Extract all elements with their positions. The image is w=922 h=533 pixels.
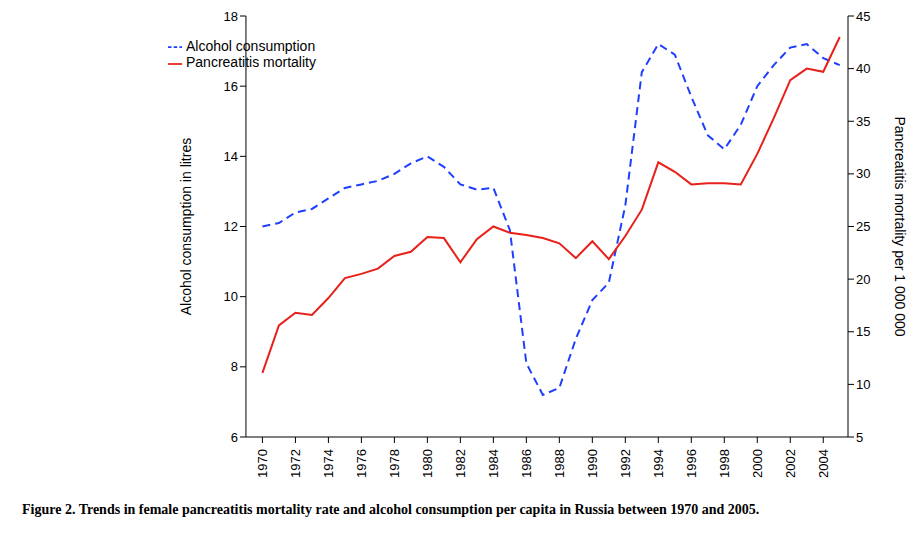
svg-text:Alcohol consumption in litres: Alcohol consumption in litres [178, 138, 194, 315]
svg-text:18: 18 [223, 9, 237, 24]
svg-text:5: 5 [856, 430, 863, 445]
svg-text:16: 16 [223, 79, 237, 94]
svg-text:1996: 1996 [684, 449, 699, 478]
svg-text:1982: 1982 [453, 449, 468, 478]
svg-text:1978: 1978 [387, 449, 402, 478]
svg-text:10: 10 [223, 289, 237, 304]
svg-text:1988: 1988 [552, 449, 567, 478]
html-text:Figure 2. Trends in female pan: Figure 2. Trends in female pancreatitis … [22, 502, 760, 517]
svg-text:6: 6 [231, 430, 238, 445]
svg-text:45: 45 [856, 9, 870, 24]
html-text:Pancreatitis mortality: Pancreatitis mortality [186, 54, 316, 71]
svg-text:8: 8 [231, 359, 238, 374]
svg-text:Pancreatitis mortality per 1 0: Pancreatitis mortality per 1 000 000 [892, 116, 908, 336]
svg-text:1990: 1990 [585, 449, 600, 478]
svg-text:40: 40 [856, 61, 870, 76]
svg-text:35: 35 [856, 114, 870, 129]
svg-text:1994: 1994 [651, 449, 666, 478]
svg-text:1992: 1992 [618, 449, 633, 478]
svg-text:30: 30 [856, 166, 870, 181]
svg-text:1974: 1974 [321, 449, 336, 478]
svg-text:1998: 1998 [717, 449, 732, 478]
svg-text:1976: 1976 [354, 449, 369, 478]
html-text:Alcohol consumption: Alcohol consumption [186, 38, 316, 54]
svg-text:15: 15 [856, 324, 870, 339]
svg-text:25: 25 [856, 219, 870, 234]
svg-text:2004: 2004 [816, 449, 831, 478]
svg-text:20: 20 [856, 272, 870, 287]
svg-text:2002: 2002 [783, 449, 798, 478]
svg-text:2000: 2000 [750, 449, 765, 478]
svg-text:12: 12 [223, 219, 237, 234]
svg-text:1970: 1970 [255, 449, 270, 478]
svg-text:1980: 1980 [420, 449, 435, 478]
svg-text:10: 10 [856, 377, 870, 392]
svg-text:1986: 1986 [519, 449, 534, 478]
svg-text:1972: 1972 [288, 449, 303, 478]
svg-text:1984: 1984 [486, 449, 501, 478]
svg-text:14: 14 [223, 149, 237, 164]
